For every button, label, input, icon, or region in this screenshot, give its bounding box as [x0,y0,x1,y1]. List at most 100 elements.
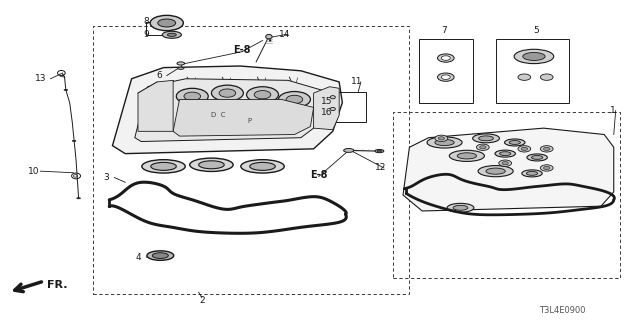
Ellipse shape [77,197,81,199]
Circle shape [543,166,550,170]
Ellipse shape [168,33,176,36]
Ellipse shape [449,150,484,161]
Ellipse shape [147,251,173,260]
Circle shape [286,95,303,104]
Ellipse shape [523,52,545,60]
Circle shape [254,91,271,99]
Ellipse shape [344,148,354,152]
Circle shape [476,144,489,150]
Circle shape [435,135,448,141]
Ellipse shape [163,31,181,38]
Ellipse shape [435,140,454,146]
Bar [419,39,473,103]
Ellipse shape [150,15,183,31]
Ellipse shape [478,165,513,177]
Circle shape [479,146,486,149]
Ellipse shape [514,49,554,64]
Circle shape [540,74,553,80]
Text: FR.: FR. [47,280,67,290]
Circle shape [540,146,553,152]
Ellipse shape [453,205,468,210]
Circle shape [540,165,553,171]
Circle shape [442,75,451,79]
Text: T3L4E0900: T3L4E0900 [540,306,586,315]
Circle shape [502,162,508,165]
Ellipse shape [504,139,525,146]
Ellipse shape [142,160,185,173]
Ellipse shape [526,172,538,175]
Text: 5: 5 [533,27,539,36]
Text: 9: 9 [143,30,149,39]
Polygon shape [138,80,173,131]
Ellipse shape [250,162,275,170]
Ellipse shape [177,62,184,65]
Ellipse shape [527,154,547,161]
Ellipse shape [457,153,477,159]
Polygon shape [314,87,339,130]
Circle shape [438,137,445,140]
Text: 1: 1 [610,106,615,115]
Polygon shape [173,100,314,136]
Text: 10: 10 [28,167,40,176]
Ellipse shape [472,134,499,143]
Ellipse shape [427,137,462,148]
Text: P: P [248,118,252,124]
Circle shape [211,85,243,101]
Ellipse shape [241,160,284,173]
Ellipse shape [330,96,335,99]
Text: D  C: D C [211,112,225,118]
Ellipse shape [177,67,184,69]
Text: E-8: E-8 [310,170,328,180]
Ellipse shape [266,35,272,39]
Ellipse shape [158,19,175,27]
Text: 8: 8 [143,17,149,26]
Circle shape [521,147,527,150]
Circle shape [246,87,278,103]
Text: 7: 7 [442,27,447,36]
Ellipse shape [189,158,233,172]
Ellipse shape [447,203,474,212]
Text: 4: 4 [135,253,141,262]
Circle shape [438,54,454,62]
Polygon shape [113,66,342,154]
Text: 16: 16 [321,108,332,117]
Circle shape [278,92,310,108]
Text: 12: 12 [375,164,387,172]
Circle shape [438,73,454,81]
Text: 11: 11 [351,77,363,86]
Bar [93,26,410,294]
Circle shape [499,160,511,166]
Ellipse shape [377,150,381,152]
Circle shape [176,88,208,104]
Ellipse shape [531,156,543,159]
Polygon shape [135,79,326,141]
Circle shape [219,89,236,97]
Ellipse shape [522,170,542,177]
Ellipse shape [479,136,493,141]
Ellipse shape [330,108,335,111]
Text: 3: 3 [103,173,109,182]
Text: 15: 15 [321,97,332,106]
Ellipse shape [152,253,168,259]
Ellipse shape [151,162,176,170]
Text: 14: 14 [279,30,291,39]
Circle shape [442,56,451,60]
Bar [331,92,366,123]
Ellipse shape [375,149,384,153]
Text: E-8: E-8 [234,45,251,55]
Ellipse shape [500,152,511,156]
Circle shape [518,74,531,80]
Circle shape [518,146,531,152]
Text: 6: 6 [156,71,162,80]
Circle shape [543,147,550,150]
Text: 2: 2 [199,296,205,305]
Ellipse shape [486,168,505,174]
Ellipse shape [495,150,515,157]
Polygon shape [403,128,614,211]
Ellipse shape [509,140,520,144]
Bar [495,39,569,103]
Circle shape [184,92,200,100]
Bar [394,112,620,278]
Ellipse shape [64,89,68,91]
Ellipse shape [198,161,224,169]
